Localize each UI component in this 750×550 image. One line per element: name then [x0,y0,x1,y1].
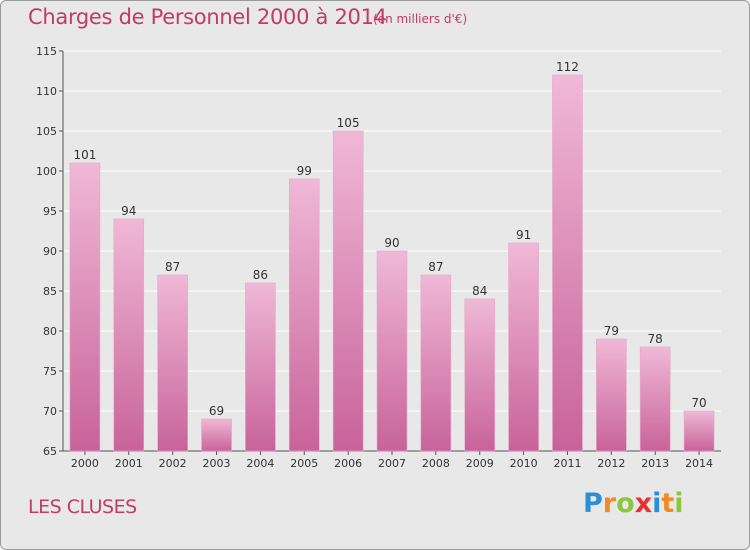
x-tick-label: 2012 [597,457,625,470]
x-tick-label: 2013 [641,457,669,470]
logo-letter: r [602,488,617,519]
chart-title: Charges de Personnel 2000 à 2014 [28,5,387,29]
logo-letter: t [661,488,675,519]
x-tick-label: 2008 [422,457,450,470]
bar [69,162,101,452]
logo-letter: x [634,488,653,519]
x-tick-label: 2014 [685,457,713,470]
bar [420,274,452,452]
logo-letter: o [616,488,635,519]
bar-value-label: 84 [472,284,487,298]
x-tick-label: 2011 [553,457,581,470]
bar-value-label: 78 [648,332,663,346]
y-tick-label: 70 [43,405,57,418]
bar-value-label: 94 [121,204,136,218]
proxiti-logo: Proxiti [583,488,684,519]
bar-value-label: 105 [337,116,360,130]
logo-letter: P [583,488,603,519]
bar [464,298,496,452]
bar [245,282,276,452]
y-tick-label: 115 [36,45,57,58]
logo-letter: i [674,488,684,519]
logo-letter: i [652,488,662,519]
bar-value-label: 87 [428,260,443,274]
bar [157,274,188,452]
x-tick-label: 2007 [378,457,406,470]
x-tick-label: 2009 [466,457,494,470]
x-tick-label: 2001 [115,457,143,470]
bar [201,418,232,452]
bar-value-label: 69 [209,404,224,418]
y-tick-label: 75 [43,365,57,378]
bars [69,74,715,452]
bar [508,242,539,452]
bar-value-label: 86 [253,268,268,282]
bar [332,130,364,452]
bar [113,218,145,452]
chart-subtitle: (en milliers d'€) [373,12,468,26]
y-tick-label: 85 [43,285,57,298]
x-tick-label: 2002 [159,457,187,470]
y-tick-label: 100 [36,165,57,178]
bar-value-label: 79 [604,324,619,338]
x-tick-label: 2004 [246,457,274,470]
y-tick-label: 90 [43,245,57,258]
bar [376,250,408,452]
y-tick-label: 65 [43,445,57,458]
x-tick-label: 2000 [71,457,99,470]
data-labels: 101 2000 94 2001 87 2002 69 2003 86 2004 99 2005 105… [71,60,713,470]
bar-value-label: 91 [516,228,531,242]
y-tick-label: 95 [43,205,57,218]
bar [683,410,715,452]
x-tick-label: 2005 [290,457,318,470]
bar-value-label: 99 [297,164,312,178]
x-tick-label: 2003 [203,457,231,470]
bar [596,338,627,452]
bar-value-label: 112 [556,60,579,74]
x-tick-label: 2010 [510,457,538,470]
y-tick-label: 80 [43,325,57,338]
bar-value-label: 90 [384,236,399,250]
bar-value-label: 87 [165,260,180,274]
bar [639,346,671,452]
x-tick-label: 2006 [334,457,362,470]
town-name: LES CLUSES [28,496,137,518]
bar [288,178,320,452]
bar [552,74,583,452]
bar-value-label: 70 [691,396,706,410]
bar-value-label: 101 [73,148,96,162]
y-tick-label: 105 [36,125,57,138]
y-tick-label: 110 [36,85,57,98]
